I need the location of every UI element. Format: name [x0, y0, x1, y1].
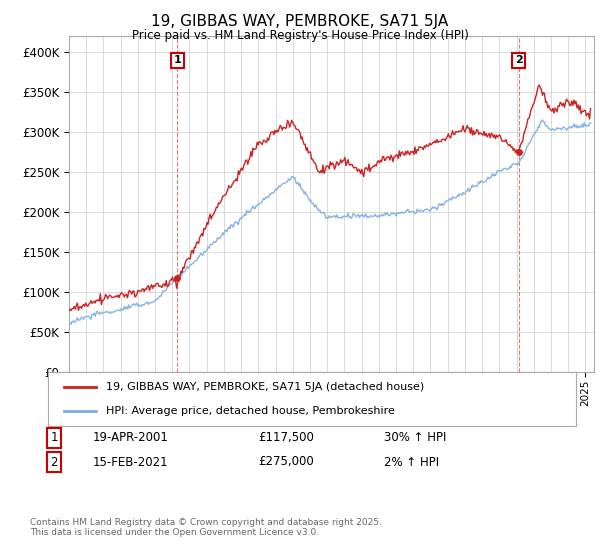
Text: £275,000: £275,000 — [258, 455, 314, 469]
Text: 2: 2 — [515, 55, 523, 66]
Text: 1: 1 — [50, 431, 58, 445]
Text: 19, GIBBAS WAY, PEMBROKE, SA71 5JA (detached house): 19, GIBBAS WAY, PEMBROKE, SA71 5JA (deta… — [106, 382, 424, 393]
Text: 2: 2 — [50, 455, 58, 469]
Text: HPI: Average price, detached house, Pembrokeshire: HPI: Average price, detached house, Pemb… — [106, 405, 395, 416]
Text: 19-APR-2001: 19-APR-2001 — [93, 431, 169, 445]
Text: Price paid vs. HM Land Registry's House Price Index (HPI): Price paid vs. HM Land Registry's House … — [131, 29, 469, 42]
Text: 19, GIBBAS WAY, PEMBROKE, SA71 5JA: 19, GIBBAS WAY, PEMBROKE, SA71 5JA — [151, 14, 449, 29]
Text: 30% ↑ HPI: 30% ↑ HPI — [384, 431, 446, 445]
Text: 2% ↑ HPI: 2% ↑ HPI — [384, 455, 439, 469]
Text: £117,500: £117,500 — [258, 431, 314, 445]
Text: 1: 1 — [173, 55, 181, 66]
Text: Contains HM Land Registry data © Crown copyright and database right 2025.
This d: Contains HM Land Registry data © Crown c… — [30, 518, 382, 538]
Text: 15-FEB-2021: 15-FEB-2021 — [93, 455, 169, 469]
